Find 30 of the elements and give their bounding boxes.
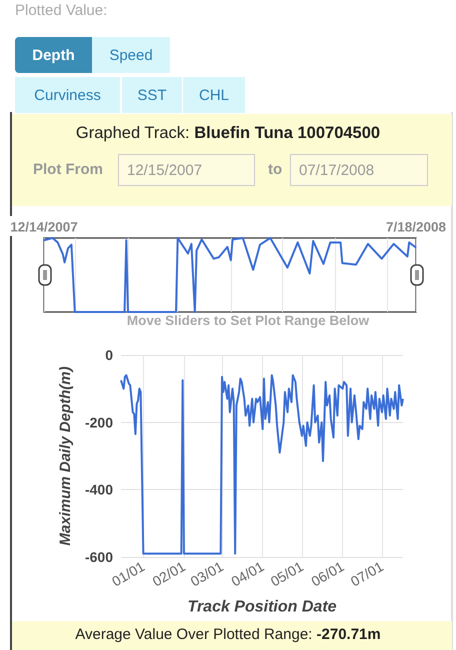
text: -270.71m [316,626,381,643]
text: 12/15/2007 [118,154,255,186]
text: Bluefin Tuna 100704500 [194,124,380,142]
text: Average Value Over Plotted Range: [75,626,312,643]
x-tick-label: 12/14/2007 [10,220,78,234]
text: Move Sliders to Set Plot Range Below [126,313,370,328]
line-series [120,374,404,555]
text: Plot From [33,161,103,178]
x-tick-label: 04/01 [228,558,267,590]
x-tick-label: 02/01 [150,558,188,590]
text: CHL [183,77,245,113]
x-tick-label: 06/01 [308,558,347,590]
text: Curviness [15,77,120,113]
text: to [268,161,282,178]
text: SST [122,77,182,113]
y-tick-label: -600 [84,549,114,565]
y-tick-label: 0 [105,347,114,363]
text: Graphed Track: [76,124,190,142]
x-tick-label: 7/18/2008 [386,220,447,234]
x-axis-title: Track Position Date [187,598,337,616]
text: Depth [15,37,92,73]
y-axis-title: Maximum Daily Depth(m) [57,366,74,546]
y-tick-label: -200 [84,414,114,430]
x-tick-label: 03/01 [188,558,226,590]
x-tick-label: 07/01 [348,558,386,590]
y-tick-label: -400 [84,482,114,498]
x-tick-label: 05/01 [268,558,306,590]
text: 07/17/2008 [290,154,428,186]
text: Speed [92,37,170,73]
text: Plotted Value: [15,2,108,19]
